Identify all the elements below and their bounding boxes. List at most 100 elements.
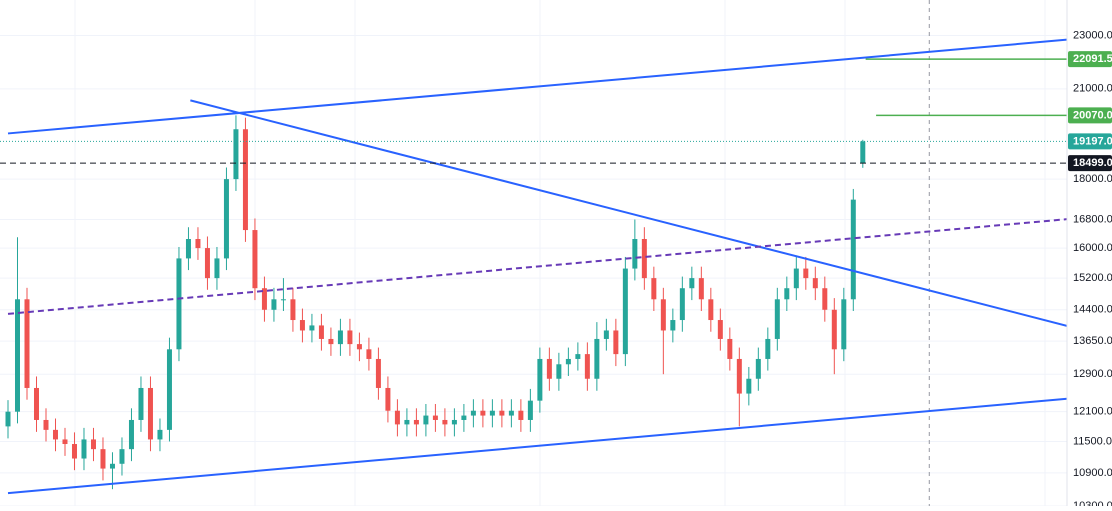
candle-body [185,238,191,259]
candle-body [375,358,381,388]
candle-body [831,309,837,350]
candle-body [413,419,419,425]
y-tick-label: 21000.0 [1073,83,1112,95]
time-grid [74,0,1046,506]
candle-body [594,338,600,379]
candle-body [793,268,799,289]
candle-body [423,415,429,425]
candle-body [660,299,666,331]
price-badge-label: 20070.0 [1073,109,1112,121]
trendline [7,397,1067,495]
candle-body [271,299,277,310]
y-tick-label: 23000.0 [1073,29,1112,41]
candle-body [584,354,590,379]
candle-body [765,338,771,359]
candle-body [157,429,163,440]
y-tick-label: 15200.0 [1073,272,1112,284]
candle-body [356,344,362,350]
candle-body [43,419,49,430]
candle-body [62,439,68,445]
candle-body [727,338,733,359]
y-tick-label: 12100.0 [1073,406,1112,418]
candle-body [755,358,761,379]
grid [0,35,1067,507]
candle-body [508,410,514,416]
candle-body [5,411,11,427]
candle-body [328,338,334,345]
axis-labels: 23000.0 21000.0 18000.0 16800.0 16000.0 15200… [1068,29,1112,506]
candle-body [717,320,723,339]
y-tick-label: 16000.0 [1073,242,1112,254]
candle-body [670,320,676,331]
candle-body [603,330,609,339]
candle-body [746,378,752,394]
candle-body [52,429,58,440]
price-axis [1067,0,1112,506]
candle-body [841,299,847,350]
y-tick-label: 14400.0 [1073,304,1112,316]
candle-body [499,410,505,416]
y-tick-label: 16800.0 [1073,213,1112,225]
candle-body [138,387,144,420]
candle-body [204,248,210,279]
candle-body [128,419,134,450]
candle-body [223,179,229,259]
candle-body [822,288,828,310]
y-tick-label: 18000.0 [1073,173,1112,185]
price-badge-label: 19197.0 [1073,135,1112,147]
candle-body [347,330,353,345]
candle-body [527,400,533,420]
plot [0,0,1067,506]
trendline [190,99,1067,327]
y-tick-label: 10900.0 [1073,467,1112,479]
candle-body [385,387,391,411]
candle-body [394,410,400,425]
y-tick-label: 13650.0 [1073,335,1112,347]
candle-body [71,444,77,459]
candle-body [689,278,695,289]
price-badge-label: 18499.0 [1073,157,1112,169]
price-badge-label: 22091.5 [1073,53,1112,65]
candle-body [214,258,220,279]
candle-body [651,278,657,300]
candle-body [299,320,305,331]
candle-body [119,449,125,464]
candle-body [366,349,372,359]
price-badge [1068,51,1112,68]
candle-body [736,358,742,394]
candle-body [698,278,704,300]
candle-body [860,141,866,164]
candle-body [100,449,106,469]
candle-body [708,299,714,321]
y-tick-label: 12900.0 [1073,368,1112,380]
candle-body [90,439,96,450]
candle-body [556,364,562,379]
trendline [7,38,1067,135]
candle-body [518,410,524,420]
candle-body [480,410,486,416]
candle-body [176,258,182,350]
candle-body [14,299,20,412]
trendline [7,218,1067,315]
candle-body [280,299,286,301]
y-tick-label: 10300.0 [1073,500,1112,506]
candle-body [442,419,448,425]
candle-body [546,358,552,379]
candle-body [632,238,638,269]
candle-body [641,238,647,279]
candle-body [489,410,495,416]
candle-body [337,330,343,345]
candle-body [461,415,467,420]
candle-body [537,358,543,401]
candle-body [613,330,619,355]
candle-body [451,419,457,425]
price-badge [1068,133,1112,150]
candle-body [784,288,790,300]
candle-body [309,325,315,331]
candle-body [252,230,258,289]
candle-body [147,387,153,440]
candle-body [575,354,581,359]
candle-body [195,238,201,249]
